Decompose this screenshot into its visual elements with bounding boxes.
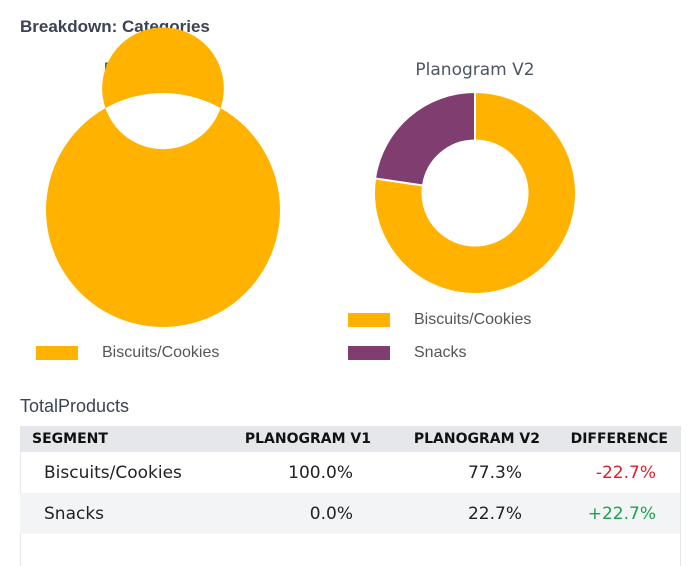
cell-segment: Biscuits/Cookies	[44, 462, 182, 483]
cell-segment: Snacks	[20, 493, 219, 534]
comparison-table: SEGMENT PLANOGRAM V1 PLANOGRAM V2 DIFFER…	[20, 426, 680, 534]
section-title-total-products: TotalProducts	[20, 396, 130, 416]
donut-chart-v2	[373, 90, 577, 295]
legend-label: Biscuits/Cookies	[414, 311, 532, 328]
cell-v1: 100.0%	[288, 462, 353, 483]
donut-slice-biscuits-cookies[interactable]	[45, 27, 280, 328]
donut-chart-v1	[45, 27, 280, 328]
legend-v1: Biscuits/Cookies	[36, 343, 219, 376]
table-header-row: SEGMENT PLANOGRAM V1 PLANOGRAM V2 DIFFER…	[20, 426, 680, 452]
legend-item-biscuits[interactable]: Biscuits/Cookies	[348, 310, 531, 330]
table-row: Snacks 0.0% 22.7% +22.7%	[20, 493, 680, 534]
legend-swatch-biscuits	[36, 346, 78, 360]
cell-v2: 22.7%	[383, 493, 552, 534]
legend-swatch-snacks	[348, 346, 390, 360]
cell-difference: -22.7%	[595, 462, 656, 483]
legend-item-snacks[interactable]: Snacks	[348, 343, 531, 363]
cell-difference: +22.7%	[552, 493, 680, 534]
cell-v2: 77.3%	[467, 462, 522, 483]
column-header-planogram-v1[interactable]: PLANOGRAM V1	[219, 426, 383, 452]
legend-label: Snacks	[414, 344, 467, 361]
donut-slice-snacks[interactable]	[373, 90, 476, 187]
legend-item-biscuits[interactable]: Biscuits/Cookies	[36, 343, 219, 363]
column-header-difference[interactable]: DIFFERENCE	[552, 426, 680, 452]
chart-title-v2: Planogram V2	[415, 60, 535, 80]
cell-v1: 0.0%	[219, 493, 383, 534]
column-header-segment[interactable]: SEGMENT	[20, 426, 219, 452]
legend-swatch-biscuits	[348, 313, 390, 327]
column-header-planogram-v2[interactable]: PLANOGRAM V2	[383, 426, 552, 452]
legend-v2: Biscuits/Cookies Snacks	[348, 310, 531, 376]
table-row: Biscuits/Cookies 100.0% 77.3% -22.7%	[20, 452, 680, 493]
legend-label: Biscuits/Cookies	[102, 344, 220, 361]
donut-slice-biscuits-cookies[interactable]	[373, 90, 577, 295]
